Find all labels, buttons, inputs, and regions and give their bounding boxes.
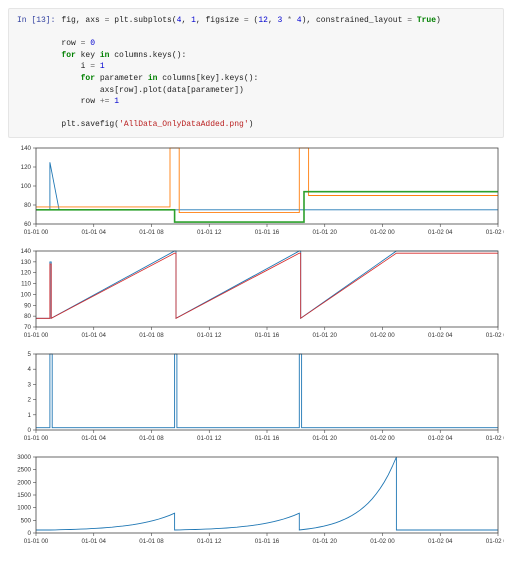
y-tick-label: 1	[28, 412, 32, 419]
x-tick-label: 01-01 12	[197, 538, 222, 545]
x-tick-label: 01-01 00	[24, 538, 49, 545]
x-tick-label: 01-01 16	[255, 229, 280, 236]
subplot-2: 0 1 2 3 4 5 01-01 00 01-01 04 01-01 08 01-01 12 01…	[8, 350, 504, 446]
y-tick-label: 3	[28, 381, 32, 388]
x-tick-label: 01-02 00	[370, 538, 395, 545]
x-tick-label: 01-02 08	[486, 435, 504, 442]
x-tick-label: 01-01 20	[313, 538, 338, 545]
x-tick-label: 01-02 04	[428, 435, 453, 442]
series-a	[36, 162, 498, 210]
y-tick-label: 140	[21, 145, 32, 152]
y-tick-label: 2	[28, 397, 32, 404]
y-tick-label: 2500	[17, 467, 31, 474]
y-tick-label: 5	[28, 351, 32, 358]
subplot: 60 80 100 120 140 01-01 00 01-01 04 01-01 08 01-…	[8, 144, 504, 245]
axes-border	[36, 457, 498, 533]
x-tick-label: 01-02 08	[486, 229, 504, 236]
subplot-3: 05001000150020002500300001-01 0001-01 04…	[8, 453, 504, 549]
x-tick-label: 01-01 20	[313, 332, 338, 339]
x-tick-label: 01-02 08	[486, 538, 504, 545]
subplot-0: 60 80 100 120 140 01-01 00 01-01 04 01-01 08 01-…	[8, 144, 504, 240]
x-tick-label: 01-02 00	[370, 332, 395, 339]
x-tick-label: 01-01 00	[24, 332, 49, 339]
y-tick-label: 110	[21, 281, 31, 288]
x-tick-label: 01-02 04	[428, 332, 453, 339]
y-tick-label: 80	[24, 202, 31, 209]
input-prompt: In [13]:	[9, 9, 61, 137]
y-tick-label: 500	[21, 517, 32, 524]
x-tick-label: 01-01 20	[313, 435, 338, 442]
x-tick-label: 01-01 04	[82, 538, 107, 545]
series-b	[36, 148, 498, 213]
series-b	[36, 253, 498, 318]
code-body: fig, axs = plt.subplots(4, 1, figsize = …	[61, 9, 446, 137]
x-tick-label: 01-02 04	[428, 538, 453, 545]
x-tick-label: 01-01 08	[139, 538, 164, 545]
y-tick-label: 3000	[17, 454, 31, 461]
y-tick-label: 1500	[17, 492, 31, 499]
y-tick-label: 0	[28, 427, 32, 434]
x-tick-label: 01-02 04	[428, 229, 453, 236]
x-tick-label: 01-01 16	[255, 332, 280, 339]
y-tick-label: 130	[21, 259, 32, 266]
x-tick-label: 01-01 20	[313, 229, 338, 236]
y-tick-label: 4	[28, 366, 32, 373]
y-tick-label: 140	[21, 248, 32, 255]
y-tick-label: 0	[28, 530, 32, 537]
y-tick-label: 80	[24, 313, 31, 320]
series-a	[36, 457, 498, 530]
x-tick-label: 01-01 00	[24, 435, 49, 442]
x-tick-label: 01-01 08	[139, 435, 164, 442]
axes-border	[36, 354, 498, 430]
x-tick-label: 01-01 12	[197, 229, 222, 236]
x-tick-label: 01-01 04	[82, 229, 107, 236]
series-a	[36, 251, 498, 318]
x-tick-label: 01-01 04	[82, 332, 107, 339]
y-tick-label: 60	[24, 221, 31, 228]
output-figure: 608010012014001-01 0001-01 0401-01 0801-…	[8, 144, 504, 554]
series-a	[36, 354, 498, 428]
x-tick-label: 01-01 08	[139, 229, 164, 236]
x-tick-label: 01-01 16	[255, 538, 280, 545]
x-tick-label: 01-01 16	[255, 435, 280, 442]
y-tick-label: 100	[21, 183, 32, 190]
x-tick-label: 01-02 00	[370, 229, 395, 236]
subplot: 05001000150020002500300001-01 0001-01 04…	[8, 453, 504, 554]
x-tick-label: 01-01 04	[82, 435, 107, 442]
subplot: 0 1 2 3 4 5 01-01 00 01-01 04 01-01 08 01-01 12 01…	[8, 350, 504, 451]
code-cell: In [13]: fig, axs = plt.subplots(4, 1, f…	[8, 8, 504, 138]
x-tick-label: 01-02 08	[486, 332, 504, 339]
y-tick-label: 100	[21, 291, 32, 298]
subplot: 70 80 90 100 110 120 130 140 01-01 00 01-01 04 01-…	[8, 247, 504, 348]
y-tick-label: 120	[21, 164, 32, 171]
x-tick-label: 01-01 12	[197, 332, 222, 339]
y-tick-label: 120	[21, 270, 32, 277]
x-tick-label: 01-02 00	[370, 435, 395, 442]
y-tick-label: 90	[24, 302, 31, 309]
y-tick-label: 70	[24, 324, 31, 331]
x-tick-label: 01-01 08	[139, 332, 164, 339]
x-tick-label: 01-01 12	[197, 435, 222, 442]
y-tick-label: 2000	[17, 479, 31, 486]
subplot-1: 70 80 90 100 110 120 130 140 01-01 00 01-01 04 01-…	[8, 247, 504, 343]
x-tick-label: 01-01 00	[24, 229, 49, 236]
